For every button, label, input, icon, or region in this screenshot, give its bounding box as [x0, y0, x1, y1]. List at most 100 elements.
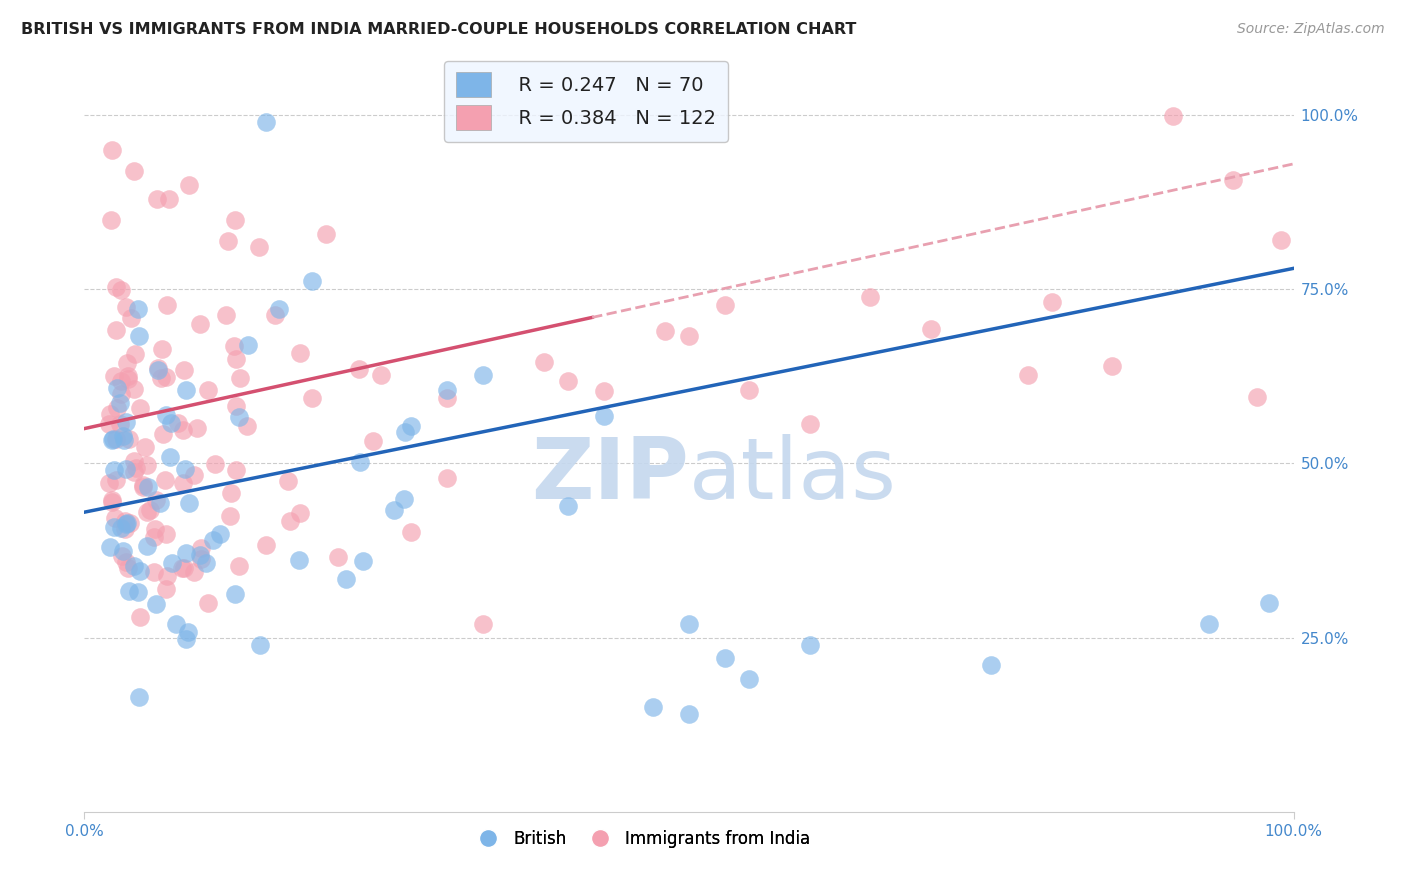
- Point: [1246, 390, 1268, 404]
- Point: [173, 561, 195, 575]
- Point: [143, 530, 166, 544]
- Point: [117, 372, 139, 386]
- Point: [118, 432, 141, 446]
- Point: [347, 362, 370, 376]
- Point: [352, 554, 374, 568]
- Point: [315, 227, 337, 241]
- Point: [118, 583, 141, 598]
- Point: [277, 474, 299, 488]
- Point: [122, 558, 145, 573]
- Point: [394, 425, 416, 439]
- Point: [208, 527, 231, 541]
- Point: [392, 492, 415, 507]
- Point: [152, 427, 174, 442]
- Point: [714, 298, 737, 312]
- Point: [108, 396, 131, 410]
- Point: [115, 415, 138, 429]
- Point: [160, 556, 183, 570]
- Point: [217, 234, 239, 248]
- Point: [120, 310, 142, 325]
- Point: [738, 383, 761, 397]
- Point: [229, 371, 252, 385]
- Point: [593, 409, 616, 424]
- Point: [122, 454, 145, 468]
- Point: [370, 368, 392, 382]
- Point: [114, 517, 136, 532]
- Point: [146, 192, 169, 206]
- Point: [135, 505, 157, 519]
- Point: [1222, 173, 1244, 187]
- Point: [98, 476, 121, 491]
- Point: [100, 434, 122, 448]
- Point: [1198, 616, 1220, 631]
- Point: [173, 363, 195, 377]
- Point: [157, 192, 180, 206]
- Point: [186, 420, 208, 434]
- Point: [138, 502, 160, 516]
- Point: [382, 502, 405, 516]
- Point: [155, 473, 177, 487]
- Point: [111, 429, 134, 443]
- Point: [190, 548, 212, 562]
- Text: atlas: atlas: [689, 434, 897, 516]
- Point: [128, 329, 150, 343]
- Point: [188, 317, 211, 331]
- Point: [108, 417, 131, 432]
- Point: [159, 450, 181, 464]
- Point: [103, 368, 125, 383]
- Point: [127, 302, 149, 317]
- Point: [136, 539, 159, 553]
- Point: [238, 338, 260, 352]
- Point: [105, 381, 128, 395]
- Point: [328, 549, 350, 564]
- Point: [249, 638, 271, 652]
- Point: [112, 434, 135, 448]
- Point: [399, 524, 422, 539]
- Point: [174, 546, 197, 560]
- Point: [557, 374, 579, 388]
- Point: [101, 495, 124, 509]
- Point: [110, 374, 132, 388]
- Point: [145, 492, 167, 507]
- Point: [859, 290, 882, 304]
- Point: [98, 540, 121, 554]
- Point: [103, 520, 125, 534]
- Point: [254, 538, 277, 552]
- Point: [166, 416, 188, 430]
- Point: [224, 212, 246, 227]
- Point: [361, 434, 384, 448]
- Point: [197, 596, 219, 610]
- Point: [1258, 596, 1281, 610]
- Point: [214, 308, 236, 322]
- Point: [132, 477, 155, 491]
- Point: [111, 544, 134, 558]
- Point: [114, 461, 136, 475]
- Point: [225, 399, 247, 413]
- Point: [101, 143, 124, 157]
- Point: [221, 485, 243, 500]
- Point: [183, 565, 205, 579]
- Point: [129, 564, 152, 578]
- Point: [98, 417, 121, 431]
- Point: [179, 178, 201, 192]
- Legend: British, Immigrants from India: British, Immigrants from India: [465, 823, 817, 855]
- Point: [122, 164, 145, 178]
- Point: [738, 673, 761, 687]
- Point: [301, 274, 323, 288]
- Point: [155, 526, 177, 541]
- Point: [136, 480, 159, 494]
- Point: [267, 302, 290, 317]
- Text: Source: ZipAtlas.com: Source: ZipAtlas.com: [1237, 22, 1385, 37]
- Point: [150, 371, 173, 385]
- Point: [104, 432, 127, 446]
- Point: [125, 460, 148, 475]
- Point: [301, 392, 323, 406]
- Point: [1101, 359, 1123, 374]
- Point: [920, 322, 942, 336]
- Point: [1161, 109, 1184, 123]
- Point: [129, 401, 152, 416]
- Point: [127, 585, 149, 599]
- Point: [156, 568, 179, 582]
- Point: [472, 617, 495, 632]
- Point: [114, 522, 136, 536]
